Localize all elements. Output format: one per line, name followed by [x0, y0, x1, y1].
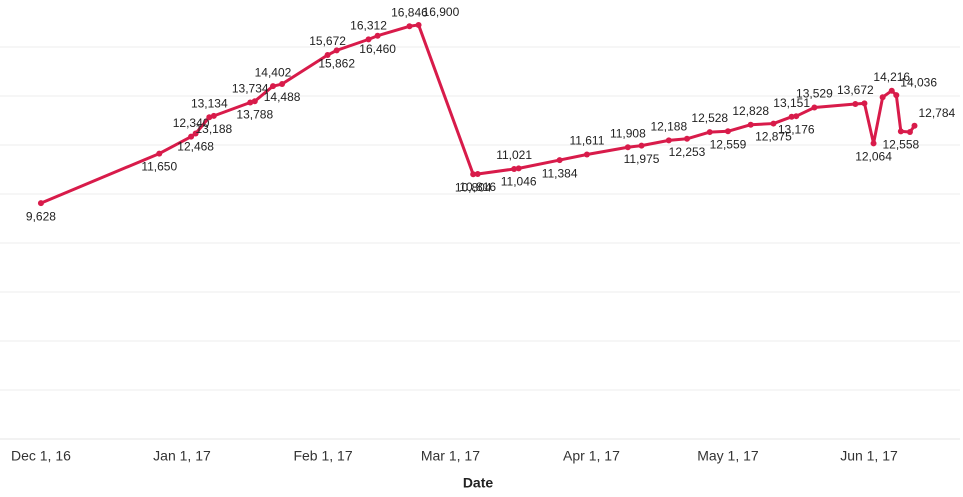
point	[724, 128, 731, 135]
point	[156, 150, 163, 157]
x-tick-label: Mar 1, 17	[421, 448, 480, 464]
data-label: 14,036	[900, 75, 937, 89]
data-label: 12,875	[755, 130, 792, 144]
point	[638, 142, 645, 149]
point	[206, 114, 213, 121]
x-tick-label: Feb 1, 17	[293, 448, 352, 464]
data-label: 12,340	[173, 116, 210, 130]
data-label: 15,672	[309, 34, 346, 48]
point	[511, 165, 518, 172]
data-label: 12,784	[919, 106, 956, 120]
point	[188, 133, 195, 140]
data-label: 14,402	[255, 65, 292, 79]
data-label: 13,734	[232, 82, 269, 96]
point	[406, 23, 413, 30]
point	[793, 113, 800, 120]
point	[684, 135, 691, 142]
point	[333, 47, 340, 54]
point	[624, 144, 631, 151]
point	[37, 200, 44, 207]
point	[247, 99, 254, 106]
data-label: 15,862	[318, 57, 355, 71]
point	[788, 113, 795, 120]
point	[861, 100, 868, 107]
data-label: 16,900	[423, 5, 460, 19]
data-label: 11,908	[610, 126, 646, 140]
point	[365, 36, 372, 43]
data-label: 11,046	[501, 175, 537, 189]
data-label: 12,188	[650, 120, 687, 134]
data-label: 13,176	[778, 122, 815, 136]
point	[852, 101, 859, 108]
point	[665, 137, 672, 144]
data-label: 10,804	[455, 180, 492, 194]
point	[556, 157, 563, 164]
point	[811, 104, 818, 111]
x-tick-label: May 1, 17	[697, 448, 759, 464]
point	[870, 140, 877, 147]
data-label: 12,558	[883, 138, 920, 152]
x-tick-label: Dec 1, 16	[11, 448, 71, 464]
data-label: 11,021	[496, 148, 532, 162]
point	[470, 171, 477, 178]
data-label: 16,846	[391, 5, 428, 19]
point	[897, 128, 904, 135]
data-label: 11,384	[542, 166, 578, 180]
data-label: 14,216	[873, 70, 910, 84]
data-label: 12,828	[732, 104, 769, 118]
point	[515, 165, 522, 172]
data-label: 11,650	[141, 160, 177, 174]
x-axis-title: Date	[463, 475, 494, 491]
data-label: 12,528	[691, 111, 728, 125]
point	[747, 121, 754, 128]
x-tick-label: Jan 1, 17	[153, 448, 211, 464]
data-label: 12,468	[177, 140, 214, 154]
data-label: 9,628	[26, 209, 56, 223]
point	[251, 98, 258, 105]
data-label: 16,460	[359, 42, 396, 56]
data-label: 11,975	[624, 152, 660, 166]
x-tick-label: Jun 1, 17	[840, 448, 898, 464]
point	[879, 94, 886, 101]
point	[210, 112, 217, 119]
point	[324, 52, 331, 59]
point	[770, 120, 777, 127]
point	[269, 83, 276, 90]
point	[893, 92, 900, 99]
data-label: 12,559	[710, 137, 747, 151]
point	[911, 122, 918, 129]
point	[374, 32, 381, 39]
data-label: 10,816	[459, 180, 496, 194]
point	[279, 81, 286, 88]
point	[583, 151, 590, 158]
data-label: 16,312	[350, 19, 387, 33]
point	[706, 129, 713, 136]
x-tick-label: Apr 1, 17	[563, 448, 620, 464]
point	[415, 21, 422, 28]
data-label: 14,488	[264, 90, 301, 104]
point	[192, 130, 199, 137]
data-label: 12,253	[669, 145, 706, 159]
point	[906, 129, 913, 136]
data-label: 11,611	[569, 134, 604, 148]
data-label: 12,064	[855, 150, 892, 164]
data-label: 13,134	[191, 96, 228, 110]
point	[888, 87, 895, 94]
data-label: 13,188	[195, 122, 232, 136]
data-label: 13,672	[837, 83, 874, 97]
data-label: 13,788	[236, 107, 273, 121]
point	[474, 171, 481, 178]
data-label: 13,529	[796, 87, 833, 101]
data-label: 13,151	[773, 96, 810, 110]
